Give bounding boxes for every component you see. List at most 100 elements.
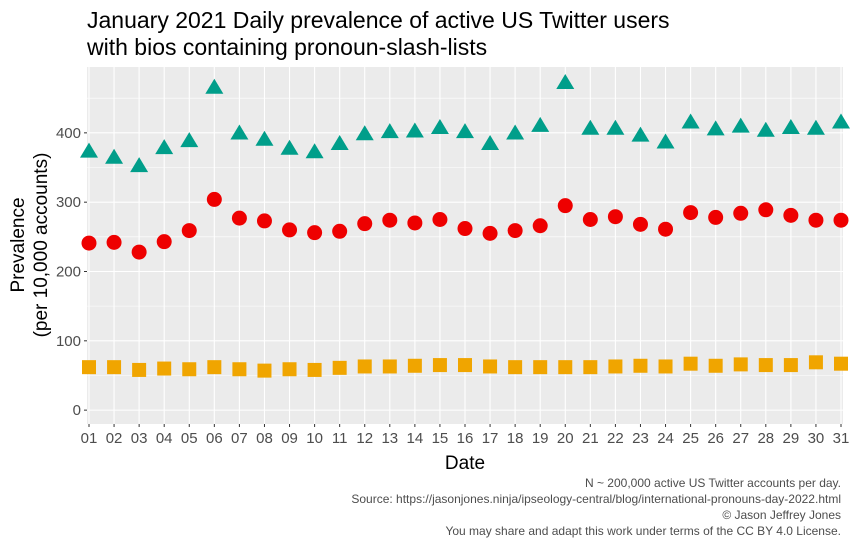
data-point-square (307, 362, 322, 377)
x-tick-label: 17 (482, 430, 499, 447)
x-tick-label: 19 (532, 430, 549, 447)
data-point-circle (607, 209, 623, 225)
data-point-circle (582, 212, 598, 228)
data-point-triangle (305, 143, 324, 159)
data-point-square (182, 362, 197, 377)
x-tick-label: 02 (106, 430, 123, 447)
x-tick-label: 23 (632, 430, 649, 447)
data-point-triangle (80, 142, 98, 158)
data-point-square (357, 359, 372, 374)
data-point-square (257, 363, 272, 378)
data-point-triangle (155, 139, 174, 155)
x-tick-label: 28 (757, 430, 774, 447)
y-axis: 0 100 200 300 400 (56, 125, 87, 419)
data-point-triangle (280, 139, 299, 155)
data-point-circle (282, 222, 298, 238)
data-point-circle (808, 212, 824, 228)
x-tick-label: 26 (707, 430, 724, 447)
data-point-circle (332, 223, 348, 239)
data-point-circle (457, 221, 473, 237)
x-tick-label: 20 (557, 430, 574, 447)
x-tick-label: 14 (407, 430, 424, 447)
x-tick-label: 06 (206, 430, 223, 447)
data-point-circle (833, 212, 849, 228)
data-point-circle (708, 209, 724, 225)
data-point-square (633, 358, 648, 373)
data-point-circle (106, 234, 122, 250)
data-point-triangle (405, 122, 424, 138)
y-axis-title-line2: (per 10,000 accounts) (31, 153, 52, 338)
data-point-square (834, 356, 848, 371)
data-point-square (808, 355, 823, 370)
data-point-triangle (130, 157, 149, 173)
y-tick-label: 0 (73, 402, 81, 419)
x-tick-label: 30 (808, 430, 825, 447)
data-point-square (407, 358, 422, 373)
data-point-square (382, 359, 397, 374)
x-tick-label: 10 (306, 430, 323, 447)
data-point-circle (432, 212, 448, 228)
x-tick-label: 25 (682, 430, 699, 447)
data-point-square (658, 359, 673, 374)
data-point-square (758, 358, 773, 373)
data-point-square (608, 359, 623, 374)
data-point-triangle (781, 119, 800, 135)
data-point-triangle (581, 119, 600, 135)
x-axis-title: Date (445, 453, 485, 474)
x-tick-label: 12 (356, 430, 373, 447)
data-point-square (107, 360, 122, 375)
data-point-triangle (531, 116, 550, 132)
x-tick-label: 31 (833, 430, 850, 447)
data-point-square (157, 361, 172, 376)
x-tick-label: 09 (281, 430, 298, 447)
x-tick-label: 29 (783, 430, 800, 447)
data-point-triangle (506, 124, 525, 140)
data-point-square (332, 360, 347, 375)
data-point-square (458, 358, 472, 373)
caption-line3: © Jason Jeffrey Jones (722, 508, 841, 522)
data-point-triangle (756, 121, 775, 137)
data-point-square (733, 357, 748, 372)
data-point-circle (632, 216, 648, 232)
data-point-square (132, 362, 147, 377)
x-tick-label: 24 (657, 430, 674, 447)
x-axis: 01 02 03 04 05 06 07 08 09 10 11 12 13 14 15 16 17 18 19 20… (81, 424, 850, 447)
data-point-circle (683, 205, 699, 221)
data-point-triangle (330, 134, 349, 150)
data-point-circle (557, 198, 573, 214)
y-tick-label: 100 (56, 333, 81, 350)
data-point-square (207, 360, 222, 375)
caption-line4: You may share and adapt this work under … (445, 524, 841, 538)
data-point-triangle (606, 119, 625, 135)
x-tick-label: 18 (507, 430, 524, 447)
y-tick-label: 300 (56, 194, 81, 211)
chart-title-line1: January 2021 Daily prevalence of active … (87, 7, 670, 33)
data-point-square (583, 360, 598, 375)
data-point-circle (658, 221, 674, 237)
data-point-triangle (681, 113, 700, 129)
x-tick-label: 07 (231, 430, 248, 447)
x-tick-label: 04 (156, 430, 173, 447)
data-point-square (232, 362, 247, 377)
data-point-square (82, 360, 96, 375)
x-tick-label: 22 (607, 430, 624, 447)
x-tick-label: 27 (732, 430, 749, 447)
data-point-circle (382, 212, 398, 228)
data-point-triangle (380, 123, 399, 139)
data-point-triangle (105, 148, 124, 164)
x-tick-label: 03 (131, 430, 148, 447)
data-point-circle (156, 234, 172, 250)
data-point-triangle (656, 133, 675, 149)
data-point-circle (307, 225, 323, 241)
data-point-square (508, 360, 523, 375)
caption-line2: Source: https://jasonjones.ninja/ipseolo… (351, 492, 841, 506)
data-point-circle (532, 218, 548, 234)
data-point-circle (758, 202, 774, 218)
data-point-circle (507, 223, 523, 239)
y-axis-title-line1: Prevalence (8, 197, 29, 292)
x-tick-label: 16 (457, 430, 474, 447)
y-tick-label: 200 (56, 263, 81, 280)
data-point-circle (206, 191, 222, 207)
data-point-triangle (180, 132, 199, 148)
